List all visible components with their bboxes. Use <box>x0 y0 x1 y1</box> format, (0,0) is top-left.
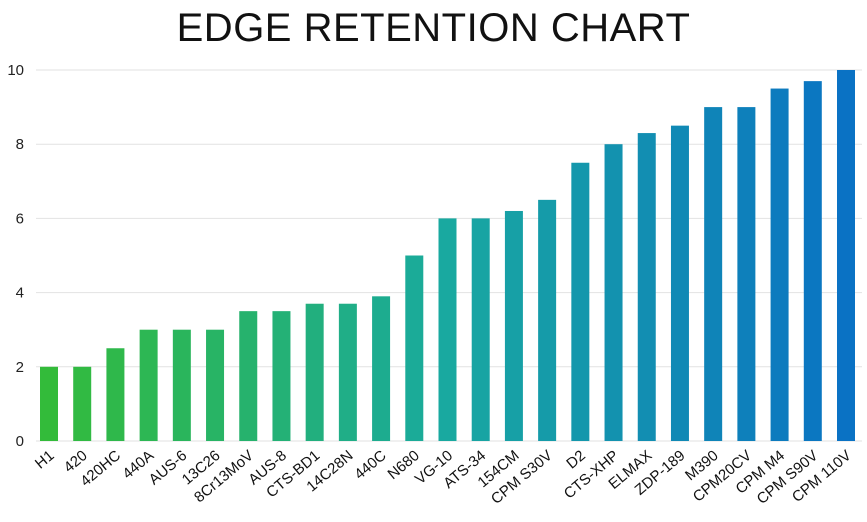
bars <box>40 70 855 442</box>
bar-cpm20cv <box>737 107 756 441</box>
chart-title: EDGE RETENTION CHART <box>176 6 691 50</box>
y-tick-label: 6 <box>16 210 24 227</box>
bar-14c28n <box>338 303 357 441</box>
y-axis-ticks: 0 2 4 6 8 10 <box>7 62 24 450</box>
y-tick-label: 8 <box>16 136 24 153</box>
bar-cts-xhp <box>604 144 623 441</box>
bar-zdp-189 <box>670 125 689 442</box>
bar-420 <box>73 366 92 441</box>
bar-m390 <box>704 107 723 441</box>
bar-h1 <box>40 366 58 441</box>
x-category-label: H1 <box>32 447 58 472</box>
y-tick-label: 0 <box>16 433 24 450</box>
bar-13c26 <box>206 329 225 441</box>
bar-cts-bd1 <box>305 303 324 441</box>
bar-n680 <box>405 255 424 441</box>
y-tick-label: 2 <box>16 359 24 376</box>
bar-cpm-110v <box>837 70 855 441</box>
bar-cpm-m4 <box>770 88 789 442</box>
bar-vg-10 <box>438 218 457 441</box>
bar-154cm <box>504 210 523 441</box>
bar-aus-6 <box>172 329 191 441</box>
bar-440a <box>139 329 158 441</box>
bar-d2 <box>571 162 590 441</box>
bar-cpm-s90v <box>803 81 822 441</box>
bar-elmax <box>637 133 656 441</box>
y-tick-label: 10 <box>7 62 24 79</box>
bar-8cr13mov <box>239 311 258 441</box>
bar-aus-8 <box>272 311 291 441</box>
bar-420hc <box>106 348 125 441</box>
x-category-label: 440C <box>351 447 390 483</box>
x-axis-labels: H1 420420HC440AAUS-613C268Cr13MoVAUS-8CTS… <box>32 447 855 508</box>
y-tick-label: 4 <box>16 285 24 302</box>
bar-ats-34 <box>471 218 490 441</box>
bar-440c <box>372 296 391 441</box>
bar-cpm-s30v <box>538 199 557 441</box>
